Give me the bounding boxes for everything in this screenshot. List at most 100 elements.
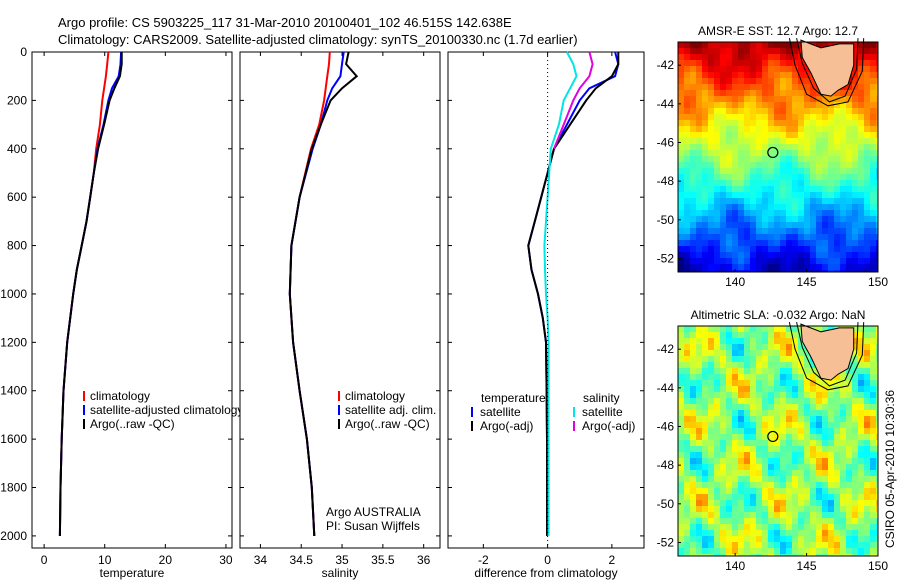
- sst-cell: [738, 66, 745, 73]
- sla-cell: [738, 344, 745, 351]
- sla-cell: [696, 416, 703, 423]
- sst-cell: [816, 102, 823, 109]
- sla-cell: [738, 464, 745, 471]
- sst-cell: [732, 222, 739, 229]
- sst-cell: [696, 114, 703, 121]
- sla-cell: [816, 452, 823, 459]
- sla-cell: [876, 470, 879, 477]
- sst-cell: [822, 138, 829, 145]
- sla-ytick-label: -48: [657, 458, 675, 472]
- sst-cell: [696, 258, 703, 265]
- sla-cell: [774, 470, 781, 477]
- sla-cell: [846, 512, 853, 519]
- sla-cell: [780, 482, 787, 489]
- sla-cell: [816, 398, 823, 405]
- sla-cell: [780, 476, 787, 483]
- sla-cell: [834, 512, 841, 519]
- sst-cell: [870, 90, 877, 97]
- sla-cell: [690, 518, 697, 525]
- sla-cell: [786, 386, 793, 393]
- sst-cell: [720, 174, 727, 181]
- sst-cell: [726, 66, 733, 73]
- sst-cell: [750, 108, 757, 115]
- sla-cell: [720, 374, 727, 381]
- sla-cell: [744, 416, 751, 423]
- sst-cell: [690, 264, 697, 271]
- sst-cell: [714, 54, 721, 61]
- sst-cell: [702, 138, 709, 145]
- sst-cell: [798, 156, 805, 163]
- sst-cell: [714, 210, 721, 217]
- sla-cell: [774, 332, 781, 339]
- sla-cell: [756, 530, 763, 537]
- sst-cell: [804, 96, 811, 103]
- sla-cell: [792, 422, 799, 429]
- sla-cell: [744, 380, 751, 387]
- sla-cell: [798, 506, 805, 513]
- sla-cell: [792, 500, 799, 507]
- sla-cell: [708, 536, 715, 543]
- sst-cell: [756, 234, 763, 241]
- sla-cell: [822, 554, 829, 557]
- sst-cell: [738, 240, 745, 247]
- sla-cell: [768, 542, 775, 549]
- sst-cell: [804, 144, 811, 151]
- sst-cell: [876, 108, 879, 115]
- sst-cell: [780, 72, 787, 79]
- sst-cell: [792, 204, 799, 211]
- sla-cell: [738, 548, 745, 555]
- sst-cell: [846, 258, 853, 265]
- sla-cell: [798, 398, 805, 405]
- sla-cell: [678, 554, 685, 557]
- sst-cell: [714, 246, 721, 253]
- sst-cell: [726, 138, 733, 145]
- sla-cell: [678, 464, 685, 471]
- sla-cell: [792, 530, 799, 537]
- sla-cell: [774, 518, 781, 525]
- sla-cell: [750, 452, 757, 459]
- sla-cell: [864, 392, 871, 399]
- sst-cell: [804, 156, 811, 163]
- sla-cell: [762, 530, 769, 537]
- sst-cell: [876, 96, 879, 103]
- sla-cell: [678, 428, 685, 435]
- sla-cell: [798, 476, 805, 483]
- sla-cell: [792, 350, 799, 357]
- sst-cell: [786, 156, 793, 163]
- sst-cell: [828, 198, 835, 205]
- sla-cell: [834, 482, 841, 489]
- sst-cell: [684, 102, 691, 109]
- sla-cell: [768, 350, 775, 357]
- sst-cell: [738, 72, 745, 79]
- sla-cell: [852, 542, 859, 549]
- sst-cell: [870, 270, 877, 273]
- sla-cell: [726, 458, 733, 465]
- sla-cell: [828, 494, 835, 501]
- sst-cell: [744, 270, 751, 273]
- sst-cell: [780, 264, 787, 271]
- sst-cell: [810, 150, 817, 157]
- sla-cell: [816, 488, 823, 495]
- sla-cell: [750, 542, 757, 549]
- sst-cell: [744, 168, 751, 175]
- sla-cell: [870, 422, 877, 429]
- sst-cell: [804, 222, 811, 229]
- sla-cell: [864, 494, 871, 501]
- sla-cell: [822, 380, 829, 387]
- sla-cell: [858, 410, 865, 417]
- sla-cell: [822, 524, 829, 531]
- sla-cell: [780, 548, 787, 555]
- sla-cell: [708, 404, 715, 411]
- sst-cell: [858, 132, 865, 139]
- sst-cell: [834, 264, 841, 271]
- sst-cell: [684, 246, 691, 253]
- sst-cell: [804, 216, 811, 223]
- sst-cell: [870, 246, 877, 253]
- sst-cell: [810, 132, 817, 139]
- sla-cell: [852, 338, 859, 345]
- sst-cell: [768, 210, 775, 217]
- sla-cell: [762, 428, 769, 435]
- sla-cell: [768, 326, 775, 333]
- sla-cell: [852, 452, 859, 459]
- sla-cell: [792, 326, 799, 333]
